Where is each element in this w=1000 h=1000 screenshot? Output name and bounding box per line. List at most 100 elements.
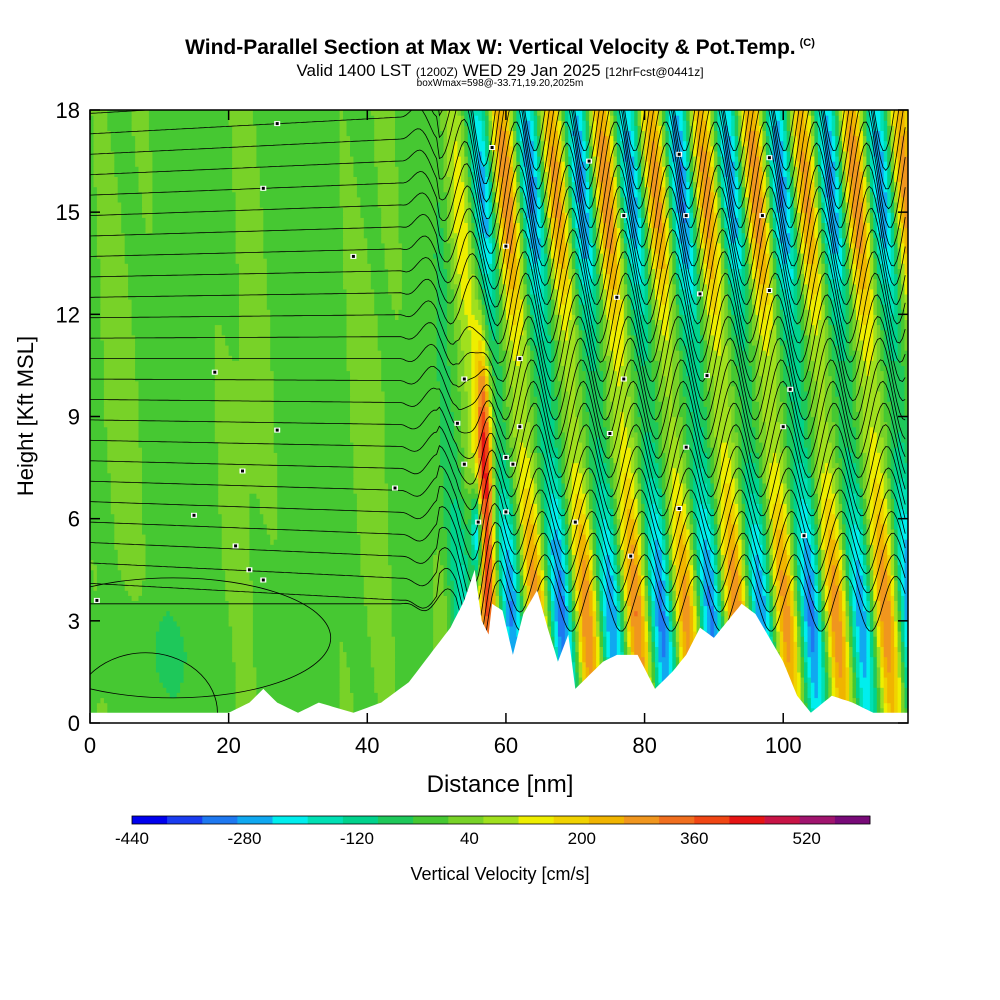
field-cell [589,585,594,591]
field-cell [859,651,867,658]
field-cell [703,549,711,555]
field-cell [838,615,843,622]
field-cell [370,641,396,647]
field-cell [596,615,601,622]
field-cell [547,549,552,555]
field-cell [668,523,673,530]
field-cell [641,615,646,622]
field-cell [90,518,115,525]
field-cell [772,523,788,530]
field-cell [786,564,791,571]
field-cell [450,585,455,591]
field-cell [256,682,341,688]
field-cell [499,564,504,571]
field-cell [810,631,815,637]
field-cell [464,580,469,586]
field-cell [821,615,826,622]
field-cell [658,636,663,642]
field-cell [696,549,701,555]
field-cell [568,625,573,632]
field-cell [880,641,885,647]
field-cell [505,610,510,617]
field-cell [883,682,888,688]
field-cell [713,559,718,566]
field-cell [752,534,760,540]
field-cell [613,559,618,566]
field-cell [142,523,223,530]
field-cell [623,580,628,586]
field-cell [620,528,625,535]
field-cell [249,528,268,535]
field-cell [862,702,871,709]
field-cell [849,677,854,683]
field-cell [485,513,490,520]
field-cell [745,580,750,586]
field-cell [367,605,393,612]
field-cell [516,580,521,586]
field-cell [544,544,549,550]
field-cell [783,651,788,658]
field-cell [495,590,500,596]
field-cell [679,564,687,571]
field-cell [672,539,677,545]
field-cell [578,564,583,571]
field-cell [783,656,788,663]
field-cell [873,605,878,612]
field-cell [831,590,840,596]
field-cell [90,559,95,566]
field-cell [557,605,566,612]
field-cell [180,687,237,693]
field-cell [748,523,753,530]
field-cell [869,559,874,566]
field-cell [831,615,840,622]
field-cell [360,539,389,545]
field-cell [869,595,874,601]
field-cell [252,631,368,637]
field-cell [862,600,867,607]
field-cell [828,641,833,647]
field-cell [856,559,861,566]
field-cell [887,595,892,601]
field-cell [727,585,732,591]
field-cell [862,523,867,530]
field-cell [845,590,850,596]
field-cell [682,574,687,581]
field-cell [776,625,781,632]
field-cell [641,534,646,540]
field-cell [897,671,902,678]
field-cell [797,600,802,607]
field-cell [724,595,729,601]
field-cell [551,641,556,647]
field-cell [804,697,809,704]
field-cell [505,631,510,637]
field-cell [641,631,646,637]
field-cell [849,631,854,637]
field-cell [797,620,802,627]
field-cell [807,692,812,699]
field-cell [682,651,687,658]
field-cell [478,523,483,530]
field-cell [724,580,729,586]
field-cell [901,671,906,678]
field-cell [804,631,809,637]
field-cell [804,600,809,607]
field-cell [544,600,549,607]
field-cell [485,564,490,571]
field-cell [904,590,908,596]
field-cell [485,534,490,540]
field-cell [114,523,143,530]
field-cell [648,615,653,622]
field-cell [880,590,888,596]
field-cell [620,636,625,642]
field-cell [838,559,843,566]
field-cell [752,605,757,612]
field-cell [745,585,750,591]
field-cell [741,585,746,591]
field-cell [499,605,504,612]
field-cell [648,549,653,555]
field-cell [370,656,396,663]
field-cell [564,625,569,632]
field-cell [623,554,628,561]
field-cell [696,615,701,622]
field-cell [675,661,680,668]
